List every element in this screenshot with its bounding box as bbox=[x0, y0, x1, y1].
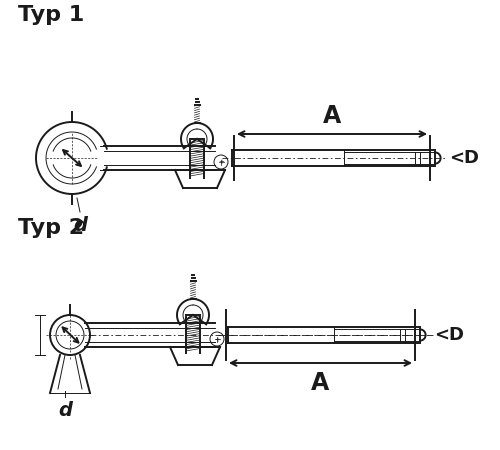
Text: d: d bbox=[58, 401, 72, 420]
Text: Typ 2: Typ 2 bbox=[18, 218, 84, 238]
Text: <D: <D bbox=[434, 326, 464, 344]
Text: A: A bbox=[312, 371, 330, 395]
Text: A: A bbox=[323, 104, 341, 128]
Text: <D: <D bbox=[449, 149, 479, 167]
Text: +: + bbox=[218, 159, 224, 166]
Text: Typ 1: Typ 1 bbox=[18, 5, 84, 25]
Text: +: + bbox=[214, 337, 220, 342]
Text: d: d bbox=[73, 216, 87, 235]
